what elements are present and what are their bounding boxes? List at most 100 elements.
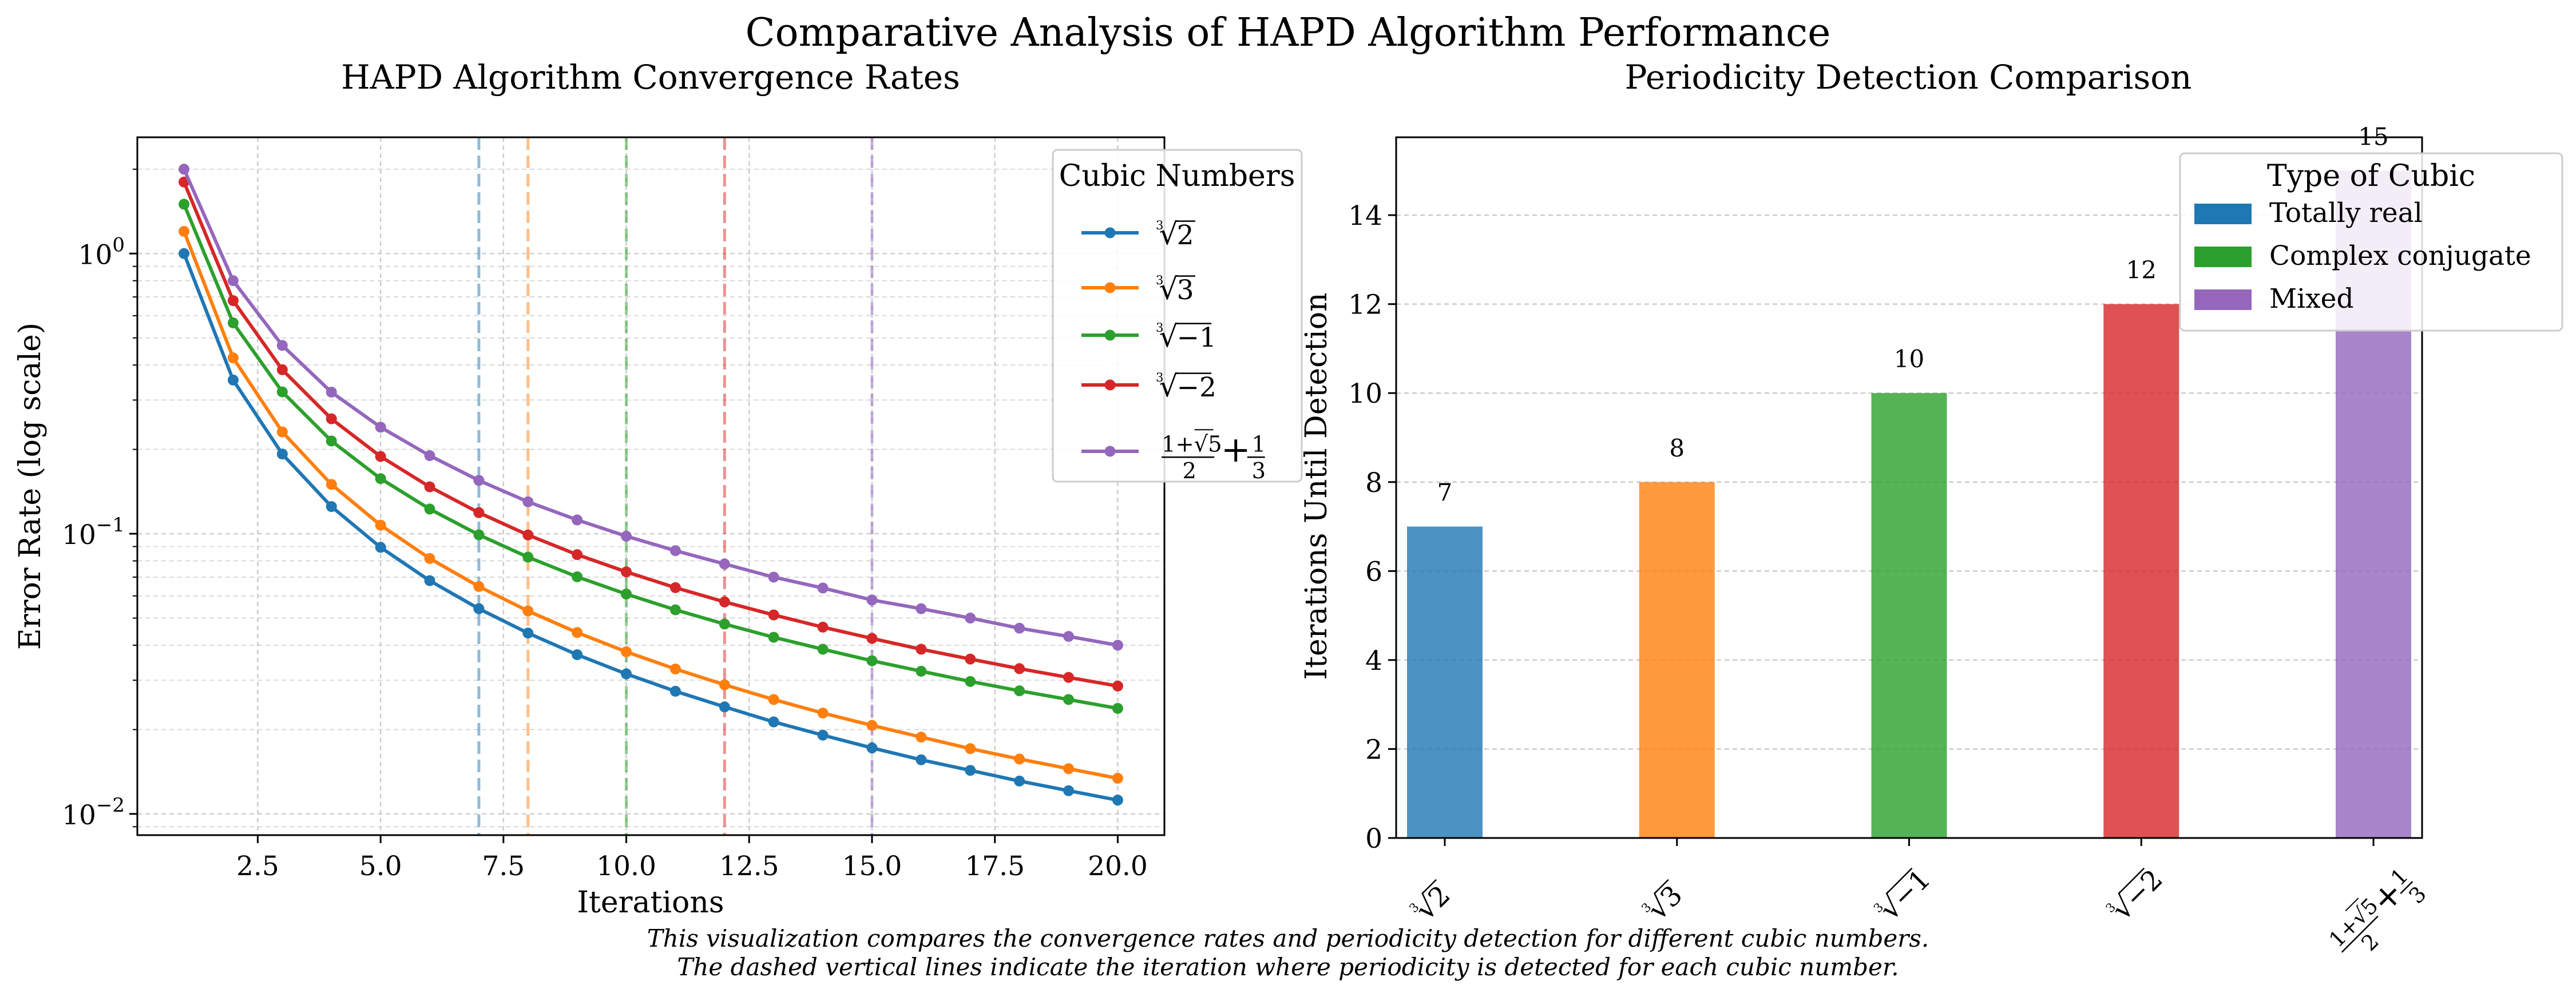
- data-point: [1112, 680, 1123, 692]
- data-point: [768, 631, 779, 643]
- legend-swatch: [2194, 289, 2252, 310]
- legend-label-cbrt-radical: √: [1159, 370, 1178, 404]
- series-line: [182, 231, 1118, 780]
- data-point: [621, 646, 632, 657]
- data-point: [916, 732, 927, 743]
- data-point: [621, 668, 632, 680]
- data-point: [572, 627, 583, 638]
- convergence-gridlines: [137, 137, 1164, 835]
- data-point: [866, 720, 878, 731]
- x-tick-label-golden-fraction-bar: [2341, 915, 2379, 953]
- data-point: [1112, 702, 1123, 714]
- data-point: [1112, 773, 1123, 784]
- data-point: [276, 386, 288, 398]
- data-point: [916, 754, 927, 765]
- data-point: [522, 627, 534, 639]
- x-tick-label-cbrt-overbar: [1422, 879, 1437, 894]
- y-tick-label: 14: [1348, 200, 1382, 232]
- bar: [2103, 304, 2179, 838]
- data-point: [916, 603, 927, 614]
- data-point: [866, 655, 878, 666]
- legend-label-cbrt: 3√−2: [1156, 370, 1216, 404]
- data-point: [817, 621, 829, 633]
- data-point: [866, 594, 878, 606]
- data-point: [965, 743, 976, 754]
- legend-label-cbrt-radicand: 3: [1177, 275, 1194, 306]
- x-tick-label-cbrt: 3√3: [1638, 879, 1689, 927]
- legend-label: Complex conjugate: [2269, 240, 2531, 272]
- series-line: [182, 168, 1118, 647]
- legend-label-cbrt-index: 3: [1156, 273, 1163, 287]
- bar: [1407, 526, 1483, 838]
- detection-lines: [477, 137, 874, 835]
- data-point: [1014, 685, 1025, 697]
- data-point: [1014, 753, 1025, 765]
- periodicity-legend-box: [2179, 152, 2563, 332]
- data-point: [326, 501, 337, 513]
- data-point: [424, 481, 435, 492]
- data-point: [669, 685, 681, 697]
- data-point: [1063, 694, 1075, 705]
- legend-label-cbrt-radicand: −2: [1177, 372, 1216, 403]
- legend-label: Totally real: [2269, 197, 2423, 229]
- data-point: [1014, 775, 1025, 787]
- convergence-chart: HAPD Algorithm Convergence Rates 2.5 5.0 7…: [13, 58, 1303, 920]
- legend-label-golden-third-denominator: 3: [1252, 458, 1266, 484]
- data-point: [375, 422, 386, 433]
- legend-label-cbrt-radicand: −1: [1177, 322, 1216, 353]
- data-point: [965, 765, 976, 776]
- data-point: [473, 581, 485, 592]
- data-point: [817, 582, 829, 594]
- x-tick-label-cbrt: 3√−2: [2103, 864, 2169, 927]
- data-point: [572, 514, 583, 526]
- x-tick-label-cbrt-overbar: [1654, 879, 1669, 894]
- y-tick-label: 6: [1365, 556, 1382, 587]
- legend-label-golden-numerator: 1+√5: [1162, 432, 1222, 458]
- data-point: [669, 604, 681, 615]
- data-point: [1063, 785, 1075, 796]
- data-point: [572, 571, 583, 582]
- periodicity-chart-title: Periodicity Detection Comparison: [1625, 58, 2192, 97]
- legend-label-cbrt: 3√−1: [1156, 320, 1216, 354]
- data-point: [179, 225, 190, 237]
- legend-label-golden-denominator: 2: [1183, 458, 1196, 484]
- data-point: [276, 340, 288, 351]
- data-point: [522, 496, 534, 507]
- convergence-y-axis-label: Error Rate (log scale): [13, 323, 47, 650]
- data-point: [227, 374, 239, 386]
- data-point: [473, 603, 485, 614]
- data-point: [227, 317, 239, 328]
- data-point: [179, 164, 190, 175]
- data-point: [179, 248, 190, 259]
- data-point: [375, 451, 386, 462]
- x-tick-label: 7.5: [482, 851, 525, 882]
- data-point: [669, 582, 681, 593]
- data-point: [965, 653, 976, 665]
- data-point: [669, 545, 681, 557]
- x-tick-label-cbrt: 3√2: [1406, 879, 1457, 927]
- x-tick-label: 10.0: [596, 851, 656, 882]
- data-point: [1063, 763, 1075, 774]
- data-point: [572, 549, 583, 561]
- y-tick-label: 10−1: [62, 514, 125, 551]
- data-point: [227, 352, 239, 364]
- legend-swatch-marker: [1104, 446, 1116, 457]
- series-line: [182, 181, 1118, 688]
- data-point: [276, 426, 288, 438]
- data-point: [473, 529, 485, 541]
- legend-swatch: [2194, 204, 2252, 224]
- data-point: [817, 644, 829, 655]
- convergence-legend: Cubic Numbers 3√23√33√−13√−21+√52+ 13: [1052, 149, 1303, 484]
- x-tick-label: 20.0: [1088, 851, 1148, 882]
- x-tick-label: 12.5: [719, 851, 779, 882]
- caption-line-1: This visualization compares the converge…: [647, 924, 1929, 952]
- convergence-x-axis-label: Iterations: [577, 885, 724, 920]
- data-point: [768, 694, 779, 705]
- legend-label: Mixed: [2269, 283, 2354, 315]
- data-point: [424, 575, 435, 586]
- legend-swatch-marker: [1104, 282, 1116, 293]
- convergence-chart-title: HAPD Algorithm Convergence Rates: [341, 58, 960, 97]
- data-point: [227, 295, 239, 307]
- data-point: [866, 742, 878, 754]
- data-point: [719, 679, 730, 690]
